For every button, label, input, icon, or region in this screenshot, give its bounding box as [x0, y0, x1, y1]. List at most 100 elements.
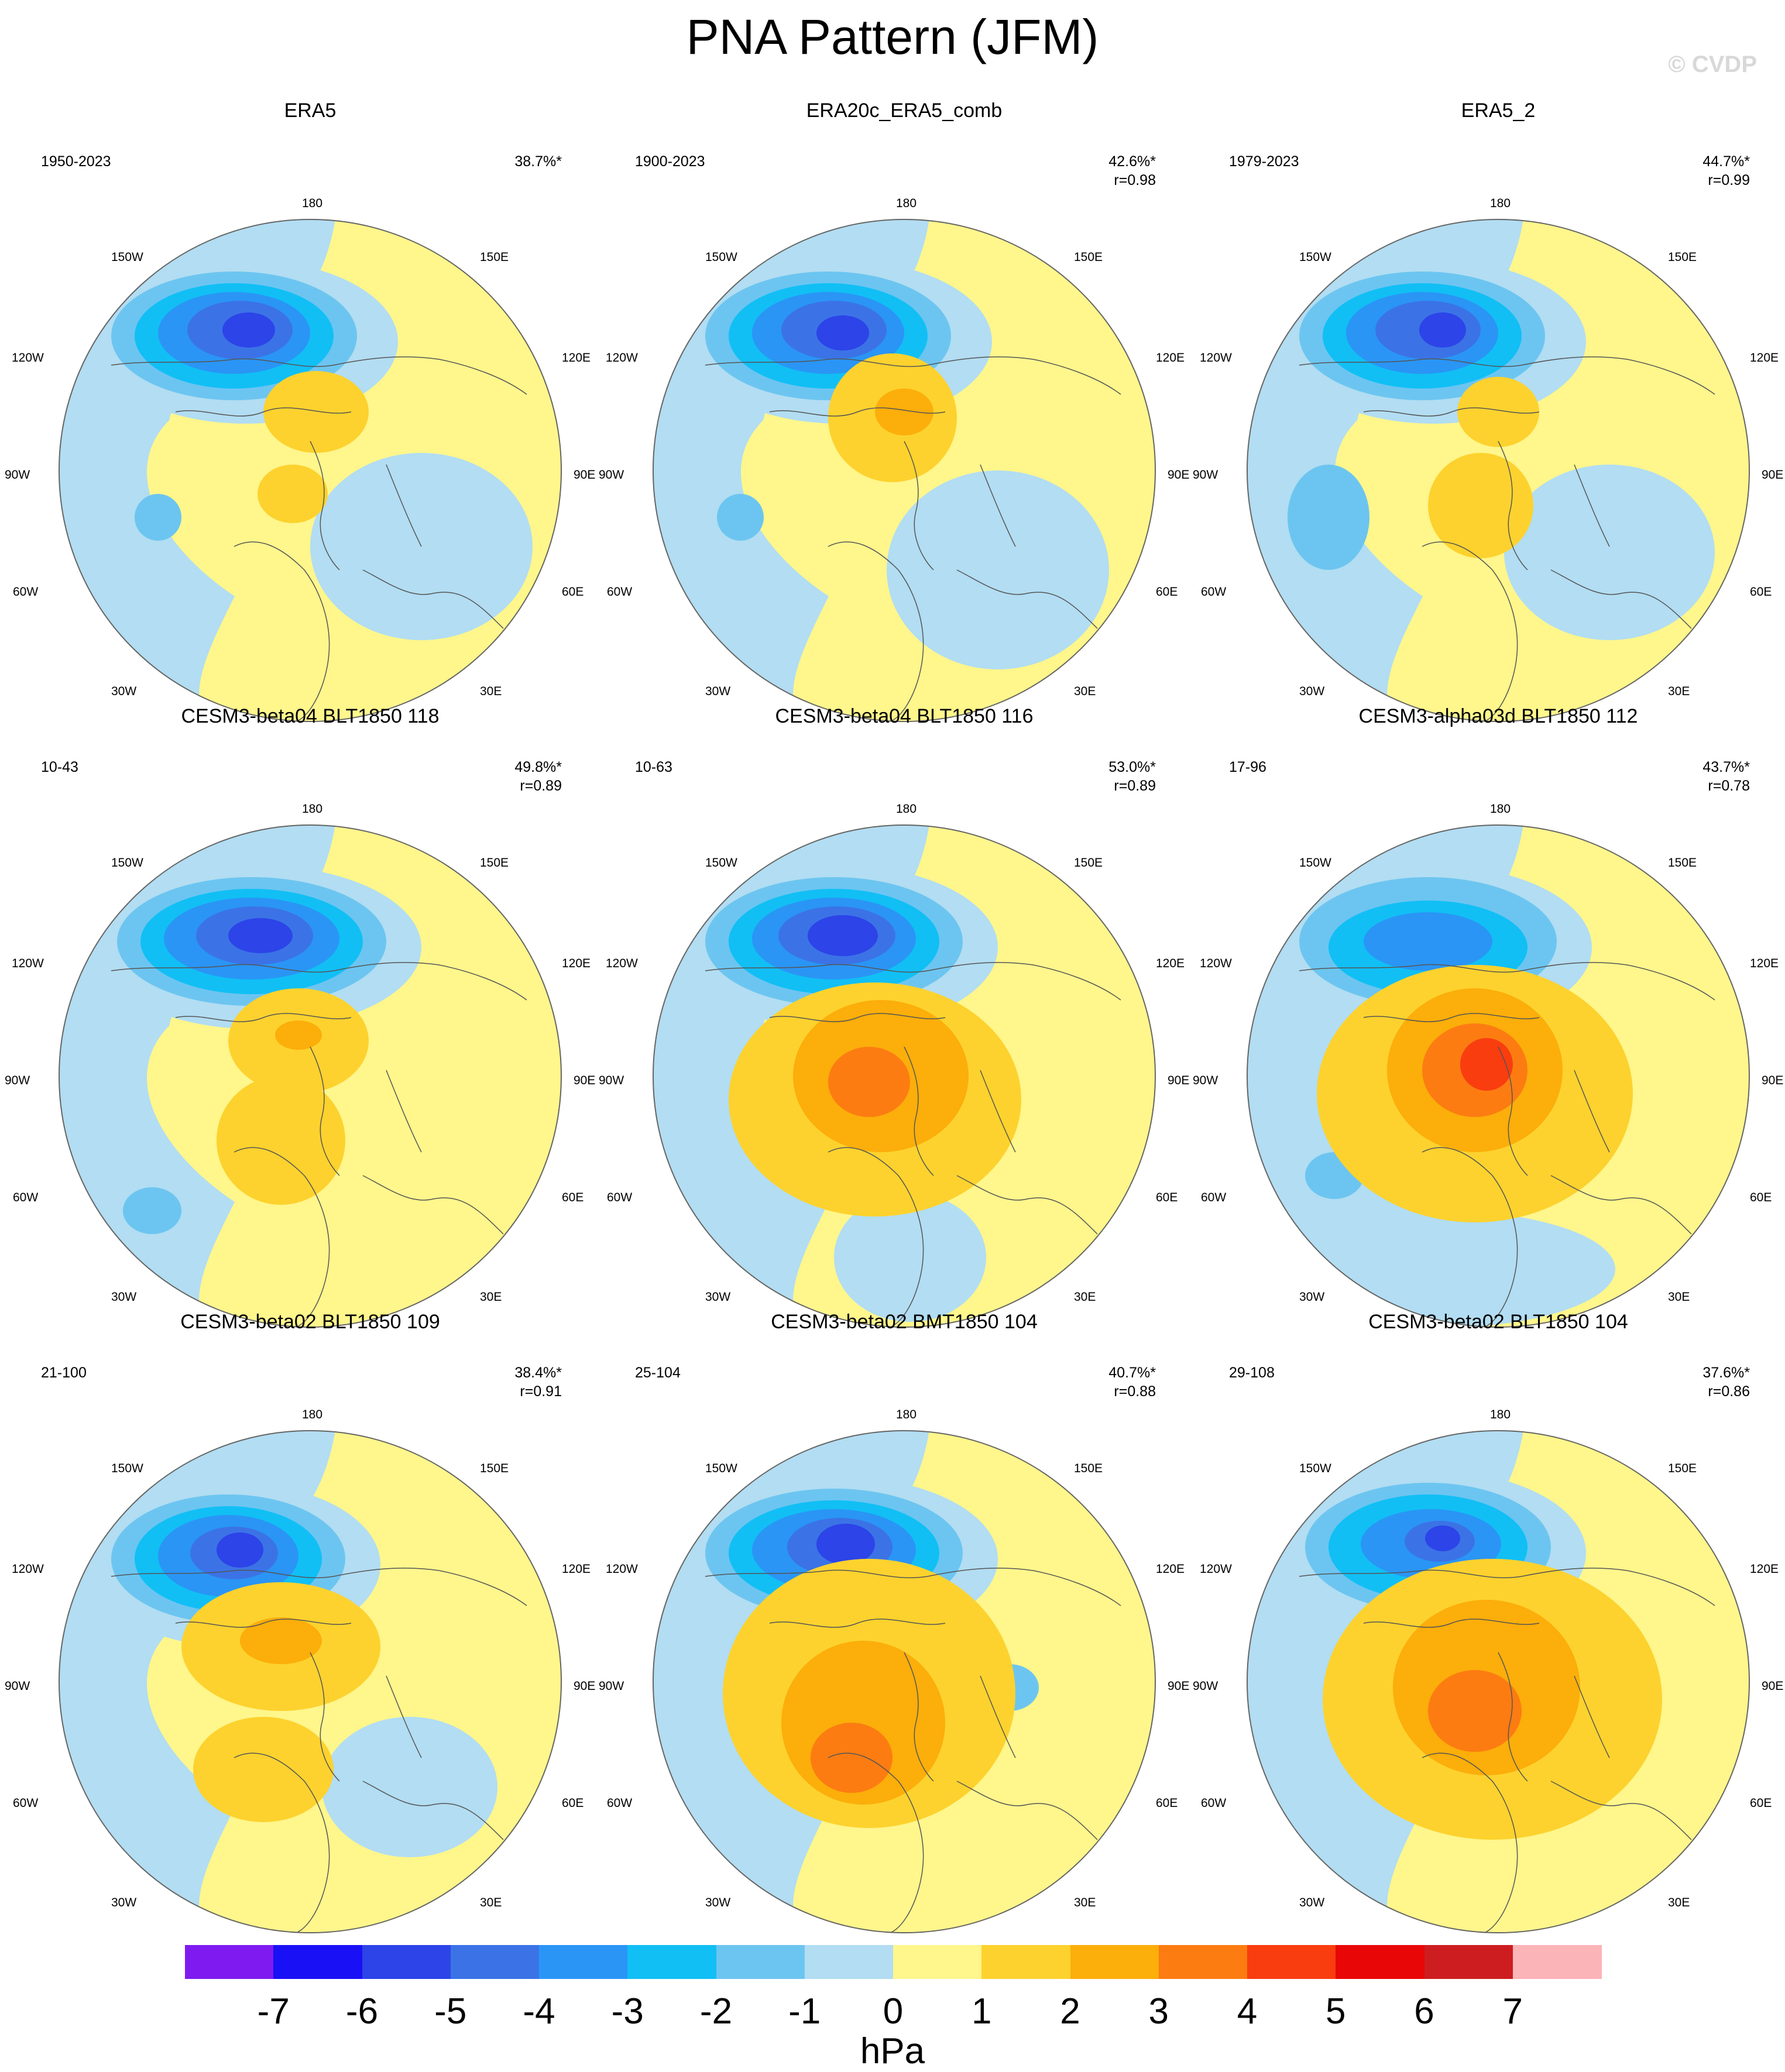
longitude-label: 120E [1750, 957, 1779, 970]
longitude-label: 30W [1299, 1896, 1325, 1909]
map-boundary [653, 219, 1156, 722]
coastline [1299, 962, 1715, 1001]
map-boundary [653, 1430, 1156, 1933]
colorbar-tick-label: 4 [1237, 1991, 1258, 2032]
map-wrapper [1247, 1430, 1750, 1933]
map-wrapper [653, 824, 1156, 1328]
longitude-label: 60W [13, 1191, 39, 1204]
panel-title: ERA5 [284, 99, 337, 122]
longitude-label: 30E [480, 1290, 502, 1304]
polar-map [653, 1430, 1156, 1933]
longitude-label: 90W [5, 1074, 30, 1087]
coastline [1498, 1652, 1528, 1782]
negative-anomaly-contour [808, 915, 878, 956]
coastline [1550, 1175, 1692, 1235]
coastline [234, 1753, 330, 1933]
coastline [1574, 464, 1610, 547]
explained-variance: 43.7%* [1702, 759, 1750, 775]
panel-title: CESM3-beta02 BLT1850 109 [180, 1311, 440, 1333]
explained-variance: 53.0%* [1108, 759, 1156, 775]
panel-title: CESM3-beta04 BLT1850 118 [181, 705, 440, 727]
map-boundary [59, 1430, 562, 1933]
longitude-label: 30W [705, 1290, 731, 1304]
coastline [956, 569, 1098, 629]
negative-region [1264, 1211, 1615, 1328]
panel-title: ERA20c_ERA5_comb [806, 99, 1003, 122]
colorbar-swatch [893, 1945, 982, 1979]
map-boundary [1247, 1430, 1750, 1933]
map-wrapper [59, 219, 562, 722]
negative-anomaly-contour [1364, 912, 1492, 971]
coastline [1422, 1753, 1518, 1933]
map-boundary [59, 824, 562, 1328]
longitude-label: 150W [111, 250, 143, 264]
polar-map [653, 824, 1156, 1328]
longitude-label: 90E [574, 1679, 596, 1693]
longitude-label: 120W [12, 957, 44, 970]
coastline [386, 1675, 422, 1758]
explained-variance: 38.7%* [514, 153, 562, 170]
longitude-label: 90E [574, 1074, 596, 1087]
negative-anomaly-contour [222, 312, 275, 348]
longitude-label: 60W [1201, 1191, 1227, 1204]
coastline [1422, 541, 1518, 722]
polar-map [653, 219, 1156, 722]
colorbar-tick-label: 1 [972, 1991, 992, 2032]
longitude-label: 150E [480, 1462, 509, 1475]
panel-years: 10-43 [41, 759, 78, 775]
negative-anomaly-contour [217, 1532, 263, 1568]
coastline [1498, 441, 1528, 571]
explained-variance: 38.4%* [514, 1365, 562, 1381]
longitude-label: 60W [607, 1796, 633, 1810]
longitude-label: 180 [896, 1408, 917, 1421]
longitude-label: 30W [111, 1290, 137, 1304]
positive-anomaly-contour [263, 371, 369, 453]
negative-region [887, 470, 1109, 669]
longitude-label: 30E [1074, 685, 1096, 698]
longitude-label: 150E [480, 856, 509, 870]
longitude-label: 150E [480, 250, 509, 264]
map-wrapper [1247, 824, 1750, 1328]
longitude-label: 180 [1490, 197, 1511, 210]
longitude-label: 90E [1168, 1074, 1190, 1087]
longitude-label: 120E [1750, 351, 1779, 365]
longitude-label: 60W [13, 1796, 39, 1810]
positive-anomaly-contour [275, 1020, 322, 1050]
longitude-label: 180 [896, 197, 917, 210]
map-panel: CESM3-beta04 BLT1850 116 10-63 53.0%* r=0.8… [599, 705, 1197, 1329]
longitude-label: 30E [1668, 685, 1690, 698]
colorbar-swatch [804, 1945, 894, 1979]
pattern-correlation: r=0.78 [1708, 778, 1750, 794]
colorbar-tick-label: -7 [257, 1991, 290, 2032]
longitude-label: 150W [705, 250, 737, 264]
coastline [362, 569, 504, 629]
pattern-correlation: r=0.89 [520, 778, 562, 794]
polar-map [59, 824, 562, 1328]
coastline [1299, 1568, 1715, 1606]
coastline [705, 1568, 1121, 1606]
coastline [1550, 1781, 1692, 1840]
colorbar-swatch [627, 1945, 716, 1979]
map-panel: CESM3-alpha03d BLT1850 112 17-96 43.7%* r=0… [1193, 705, 1785, 1329]
coastline [1363, 407, 1540, 417]
longitude-label: 60W [607, 1191, 633, 1204]
colorbar-tick-label: 6 [1414, 1991, 1434, 2032]
coastline [234, 1147, 330, 1328]
coastline [980, 1675, 1016, 1758]
longitude-label: 120W [606, 351, 638, 365]
colorbar-swatch [273, 1945, 362, 1979]
pattern-correlation: r=0.89 [1114, 778, 1156, 794]
polar-map [59, 1430, 562, 1933]
coastline [310, 1652, 340, 1782]
longitude-label: 180 [1490, 802, 1511, 816]
longitude-label: 90W [1193, 1679, 1218, 1693]
colorbar-swatch [1424, 1945, 1513, 1979]
longitude-label: 180 [302, 802, 323, 816]
longitude-label: 30E [480, 1896, 502, 1909]
colorbar-swatch [1336, 1945, 1424, 1979]
map-boundary [1247, 824, 1750, 1328]
longitude-label: 150W [705, 1462, 737, 1475]
map-wrapper [59, 824, 562, 1328]
coastline [705, 962, 1121, 1001]
longitude-label: 150E [1074, 856, 1103, 870]
